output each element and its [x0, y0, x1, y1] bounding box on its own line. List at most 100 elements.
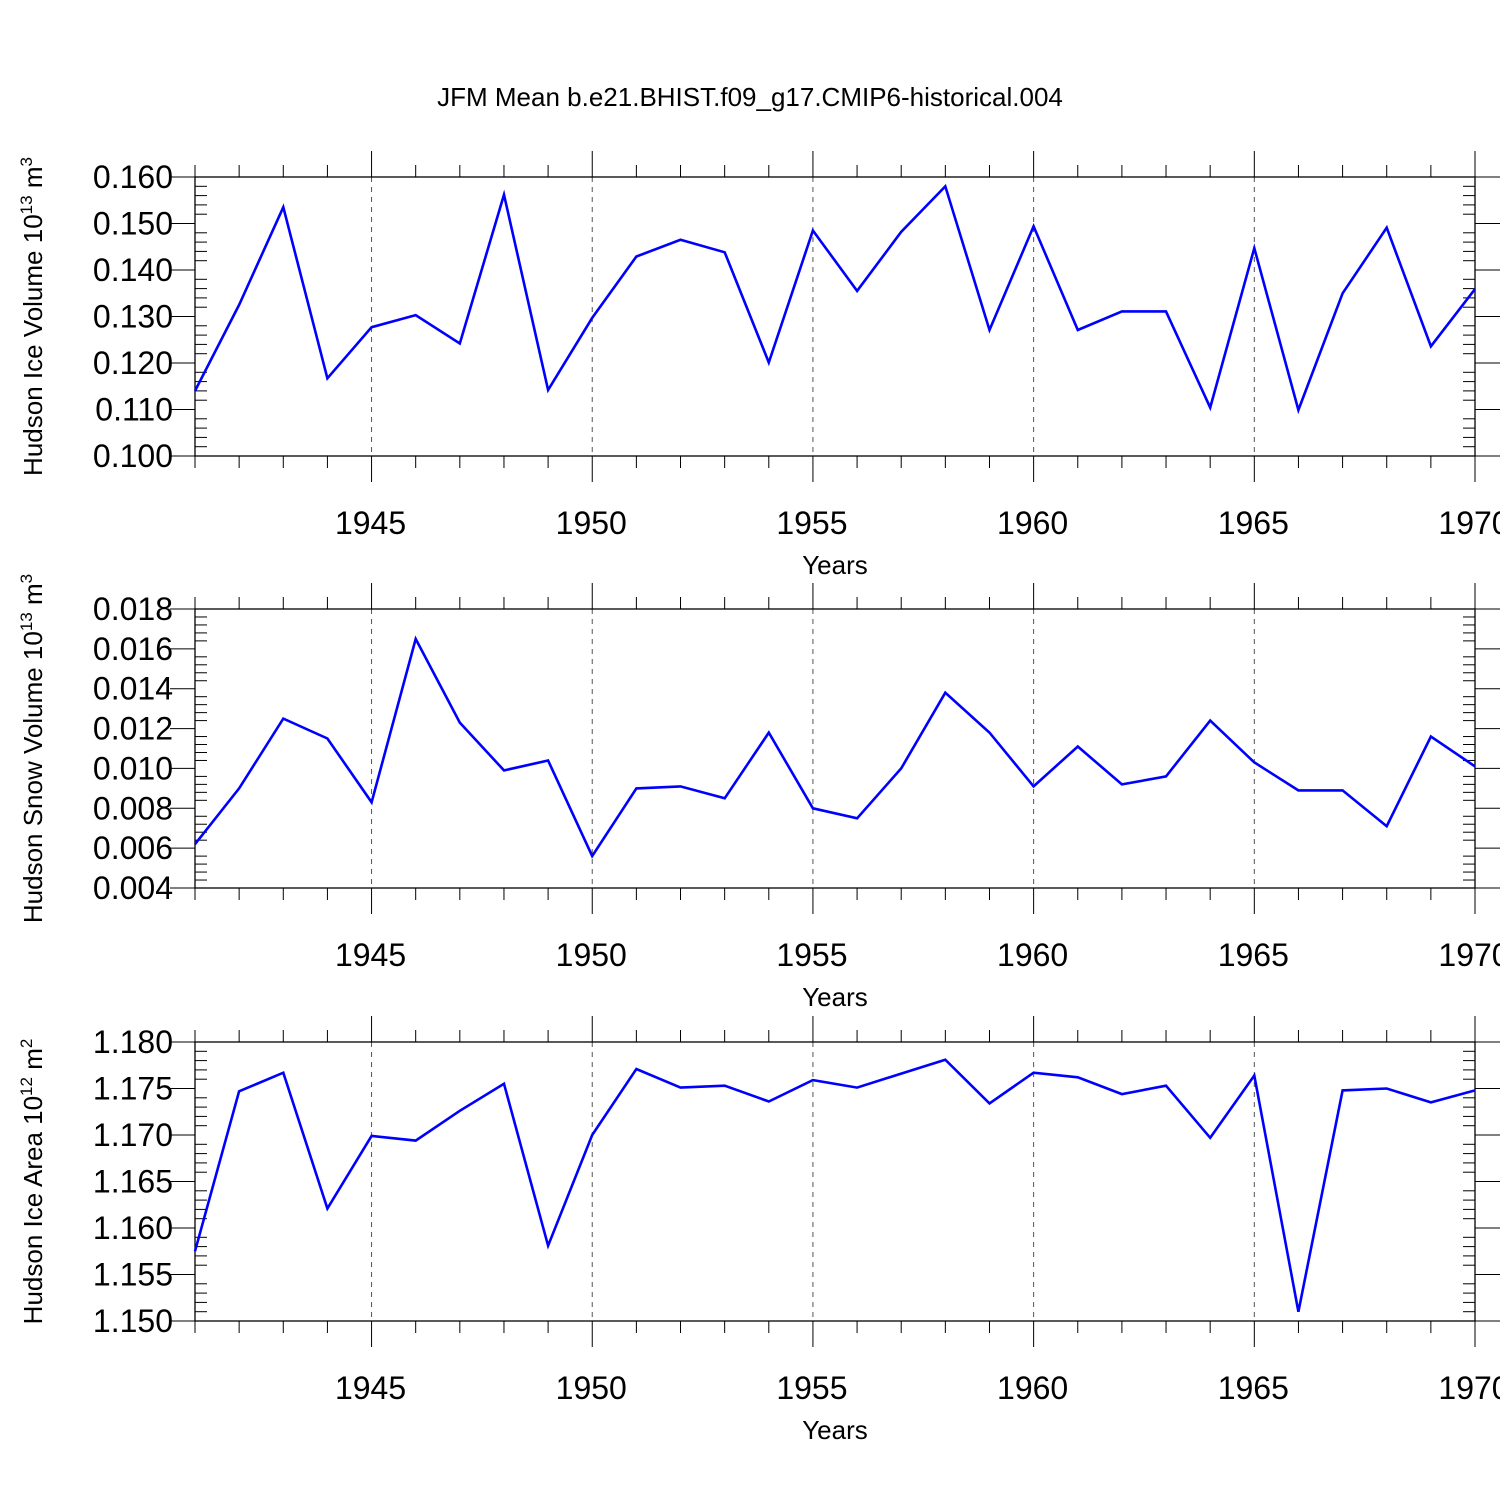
- data-point: [325, 737, 329, 741]
- x-tick-label: 1960: [997, 937, 1068, 973]
- data-point: [855, 816, 859, 820]
- series-line: [193, 1058, 1476, 1312]
- x-tick-label: 1950: [556, 937, 627, 973]
- data-point: [1473, 764, 1477, 768]
- data-point: [855, 289, 859, 293]
- data-point: [370, 1134, 374, 1138]
- y-axis-label-exponent: 13: [17, 612, 36, 631]
- x-tick-label: 1965: [1218, 1370, 1289, 1406]
- x-tick-label: 1950: [556, 505, 627, 541]
- data-point: [414, 637, 418, 641]
- data-point: [237, 303, 241, 307]
- x-tick-label: 1965: [1218, 937, 1289, 973]
- series-line: [193, 183, 1477, 415]
- data-point: [193, 842, 197, 846]
- y-tick-label: 0.018: [93, 591, 173, 627]
- data-point: [855, 1086, 859, 1090]
- y-axis-label-text: Hudson Snow Volume 10: [18, 631, 48, 923]
- data-point: [1473, 287, 1477, 291]
- data-point: [590, 316, 594, 320]
- data-point: [1296, 788, 1300, 792]
- y-tick-label: 0.120: [93, 345, 173, 381]
- data-point: [679, 238, 683, 242]
- data-point: [723, 250, 727, 254]
- series-line: [193, 635, 1476, 859]
- y-axis-label-text: Hudson Ice Area 10: [18, 1096, 48, 1324]
- x-tick-label: 1970: [1438, 1370, 1500, 1406]
- data-point: [899, 230, 903, 234]
- y-tick-label: 1.155: [93, 1257, 173, 1293]
- data-point: [811, 1078, 815, 1082]
- x-tick-label: 1970: [1438, 937, 1500, 973]
- y-axis-label-exponent: 12: [17, 1077, 36, 1096]
- data-point: [1473, 1088, 1477, 1092]
- data-point: [193, 389, 197, 393]
- data-point: [1208, 1136, 1212, 1140]
- x-axis-label: Years: [802, 550, 868, 580]
- data-point: [1341, 291, 1345, 295]
- data-point: [1164, 1084, 1168, 1088]
- data-point: [458, 1109, 462, 1113]
- x-tick-label: 1960: [997, 1370, 1068, 1406]
- y-tick-label: 0.006: [93, 830, 173, 866]
- data-point: [723, 1084, 727, 1088]
- y-tick-label: 1.160: [93, 1210, 173, 1246]
- data-point: [1252, 760, 1256, 764]
- data-point: [987, 328, 991, 332]
- data-point: [1032, 784, 1036, 788]
- y-tick-label: 0.130: [93, 299, 173, 335]
- data-point: [325, 1206, 329, 1210]
- data-point: [1296, 1310, 1300, 1314]
- data-point: [634, 786, 638, 790]
- x-tick-label: 1945: [335, 1370, 406, 1406]
- data-point: [546, 758, 550, 762]
- data-point: [1208, 719, 1212, 723]
- y-axis-label-unit-exponent: 3: [17, 574, 36, 583]
- y-tick-label: 1.165: [93, 1164, 173, 1200]
- data-point: [502, 768, 506, 772]
- data-point: [281, 717, 285, 721]
- data-point: [1120, 782, 1124, 786]
- data-point: [943, 1058, 947, 1062]
- x-tick-label: 1945: [335, 937, 406, 973]
- data-point: [281, 1071, 285, 1075]
- data-point: [679, 1086, 683, 1090]
- x-tick-label: 1955: [776, 937, 847, 973]
- y-tick-label: 1.175: [93, 1071, 173, 1107]
- y-tick-label: 1.170: [93, 1117, 173, 1153]
- data-point: [1032, 224, 1036, 228]
- data-point: [634, 1067, 638, 1071]
- y-axis-label-text: Hudson Ice Volume 10: [18, 214, 48, 476]
- data-point: [1208, 406, 1212, 410]
- x-tick-label: 1960: [997, 505, 1068, 541]
- data-point: [987, 731, 991, 735]
- data-point: [899, 766, 903, 770]
- data-point: [590, 854, 594, 858]
- data-point: [899, 1072, 903, 1076]
- data-point: [1252, 1073, 1256, 1077]
- data-point: [1385, 1087, 1389, 1091]
- y-tick-label: 0.160: [93, 159, 173, 195]
- data-point: [723, 796, 727, 800]
- y-axis-label-unit: m: [18, 167, 48, 196]
- data-point: [370, 800, 374, 804]
- y-axis-label: Hudson Ice Area 1012 m2: [17, 1039, 48, 1325]
- data-point: [237, 1089, 241, 1093]
- x-axis-label: Years: [802, 1415, 868, 1445]
- figure-title: JFM Mean b.e21.BHIST.f09_g17.CMIP6-histo…: [437, 82, 1063, 112]
- y-tick-label: 0.010: [93, 750, 173, 786]
- x-tick-label: 1965: [1218, 505, 1289, 541]
- y-tick-label: 0.140: [93, 252, 173, 288]
- data-point: [1341, 788, 1345, 792]
- y-tick-label: 1.180: [93, 1024, 173, 1060]
- x-tick-label: 1945: [335, 505, 406, 541]
- y-axis-label: Hudson Snow Volume 1013 m3: [17, 574, 48, 923]
- data-point: [546, 1244, 550, 1248]
- y-axis-label-unit: m: [18, 1048, 48, 1077]
- y-tick-label: 0.100: [93, 438, 173, 474]
- x-axis-label: Years: [802, 982, 868, 1012]
- data-point: [193, 1249, 197, 1253]
